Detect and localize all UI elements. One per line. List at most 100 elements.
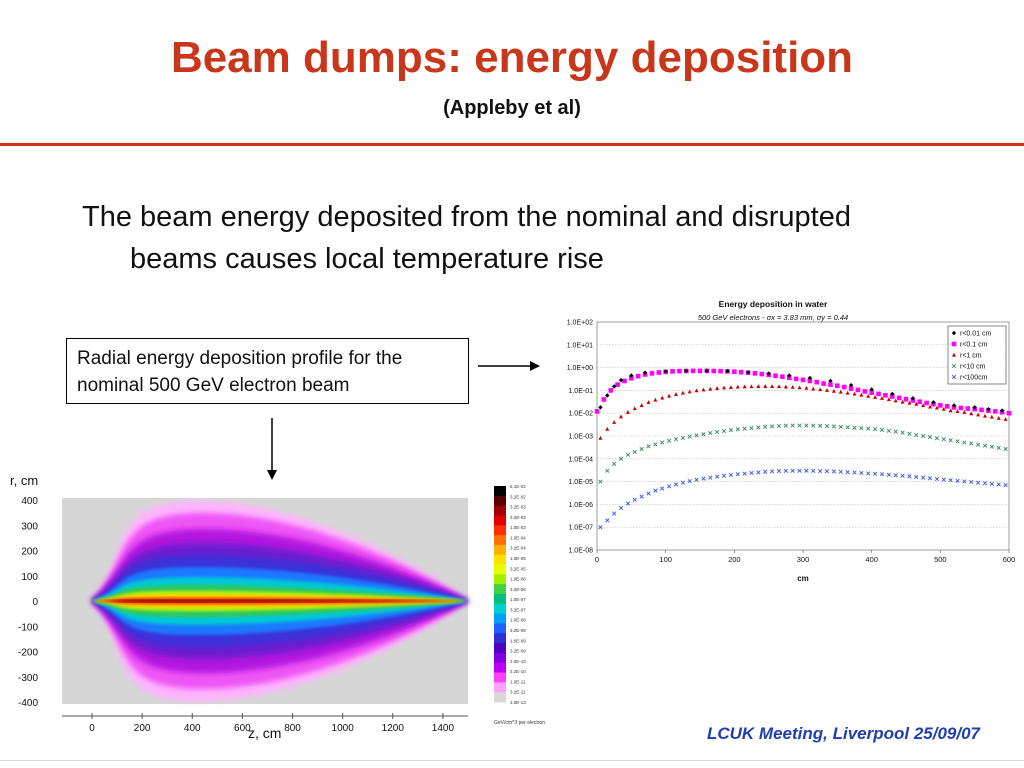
data-point-triangle xyxy=(660,395,665,400)
data-point-x xyxy=(824,469,830,474)
data-point-triangle xyxy=(680,390,685,395)
data-point-square xyxy=(608,388,614,393)
bullet-text: The beam energy deposited from the nomin… xyxy=(82,201,851,275)
legend-marker xyxy=(951,363,957,369)
data-point-triangle xyxy=(639,403,644,407)
data-point-x xyxy=(694,433,699,438)
data-point-x xyxy=(749,470,754,476)
colorbar-label: 1.0E-08 xyxy=(510,618,526,623)
chart-x-label: cm xyxy=(797,574,809,583)
chart-legend xyxy=(947,325,1007,385)
colorbar-unit: GeV/cm^3 per electron xyxy=(494,720,545,726)
callout-box: Radial energy deposition profile for the… xyxy=(66,338,469,404)
data-point-square xyxy=(883,392,888,398)
data-point-x xyxy=(818,468,823,474)
data-point-x xyxy=(605,518,610,523)
colorbar-label: 1.0E-07 xyxy=(510,597,526,602)
data-point-x xyxy=(948,478,953,483)
data-point-square xyxy=(718,368,723,374)
data-point-x xyxy=(749,425,754,431)
data-point-x xyxy=(721,428,727,434)
data-point-x xyxy=(838,469,843,474)
legend-label: r<1 cm xyxy=(960,353,982,360)
data-point-x xyxy=(824,424,830,429)
data-point-square xyxy=(649,371,655,376)
heatmap-y-tick: 100 xyxy=(21,572,38,583)
data-point-x xyxy=(776,468,782,474)
data-point-x xyxy=(921,475,926,480)
data-point-triangle xyxy=(783,384,788,389)
colorbar-swatch xyxy=(494,603,506,615)
data-point-x xyxy=(831,424,837,429)
data-point-triangle xyxy=(770,384,775,389)
data-point-triangle xyxy=(866,393,871,398)
legend-label: r<10 cm xyxy=(960,364,986,371)
chart-x-tick: 600 xyxy=(1003,555,1016,564)
data-point-triangle xyxy=(632,406,637,411)
data-point-x xyxy=(962,440,967,445)
data-point-x xyxy=(996,445,1001,451)
data-point-square xyxy=(635,373,641,379)
data-point-triangle xyxy=(742,384,747,389)
data-point-x xyxy=(804,468,809,473)
data-point-x xyxy=(687,434,692,439)
data-point-x xyxy=(852,470,857,475)
data-point-x xyxy=(955,439,960,444)
chart-y-tick: 1.0E-05 xyxy=(568,479,593,486)
data-point-x xyxy=(776,423,782,429)
data-point-diamond xyxy=(890,391,895,397)
data-point-x xyxy=(859,426,864,431)
data-point-x xyxy=(618,505,624,511)
data-point-x xyxy=(879,472,885,477)
chart-y-tick: 1.0E-01 xyxy=(568,388,593,395)
data-point-x xyxy=(962,479,967,484)
heatmap-x-tick: 1200 xyxy=(382,723,405,734)
data-point-x xyxy=(859,470,864,476)
data-point-x xyxy=(632,449,637,455)
energy-deposition-chart: Energy deposition in water 500 GeV elect… xyxy=(567,299,1016,583)
data-point-x xyxy=(598,479,603,484)
heatmap-x-label: z, cm xyxy=(248,725,281,741)
data-point-x xyxy=(666,484,672,489)
data-point-x xyxy=(866,426,871,431)
colorbar-label: 3.2E-11 xyxy=(510,690,526,695)
data-point-triangle xyxy=(1003,417,1008,421)
data-point-square xyxy=(869,390,874,395)
data-point-x xyxy=(907,431,912,436)
data-point-triangle xyxy=(749,384,754,389)
data-point-x xyxy=(763,424,768,429)
data-point-square xyxy=(958,405,964,411)
data-point-x xyxy=(804,423,809,428)
data-point-x xyxy=(735,427,740,432)
data-point-x xyxy=(893,473,898,478)
data-point-square xyxy=(780,374,785,379)
data-point-triangle xyxy=(955,409,960,413)
data-point-triangle xyxy=(825,388,830,392)
data-point-x xyxy=(598,525,603,530)
data-point-x xyxy=(742,471,747,476)
data-point-x xyxy=(831,469,837,474)
heatmap-x-tick: 800 xyxy=(284,723,301,734)
data-point-triangle xyxy=(914,401,919,406)
arrow-down-icon xyxy=(267,418,277,480)
data-point-x xyxy=(845,470,850,475)
footer-divider xyxy=(0,760,1024,761)
data-point-x xyxy=(756,425,761,430)
heatmap-x-tick: 600 xyxy=(234,723,251,734)
chart-y-tick: 1.0E-06 xyxy=(568,502,593,509)
data-point-x xyxy=(715,429,720,435)
chart-y-tick: 1.0E-04 xyxy=(568,456,593,463)
colorbar-swatch xyxy=(494,574,506,585)
data-point-x xyxy=(989,444,994,449)
data-point-triangle xyxy=(756,384,761,388)
data-point-square xyxy=(759,371,765,377)
data-point-square xyxy=(862,389,868,394)
data-point-diamond xyxy=(931,400,936,405)
colorbar-swatch xyxy=(494,613,506,624)
chart-y-tick: 1.0E-03 xyxy=(568,434,593,441)
colorbar-label: 1.0E-05 xyxy=(510,556,526,561)
heatmap-y-tick: 0 xyxy=(32,597,38,608)
data-point-x xyxy=(618,456,624,461)
chart-x-tick: 200 xyxy=(728,555,741,564)
data-point-x xyxy=(783,423,788,428)
